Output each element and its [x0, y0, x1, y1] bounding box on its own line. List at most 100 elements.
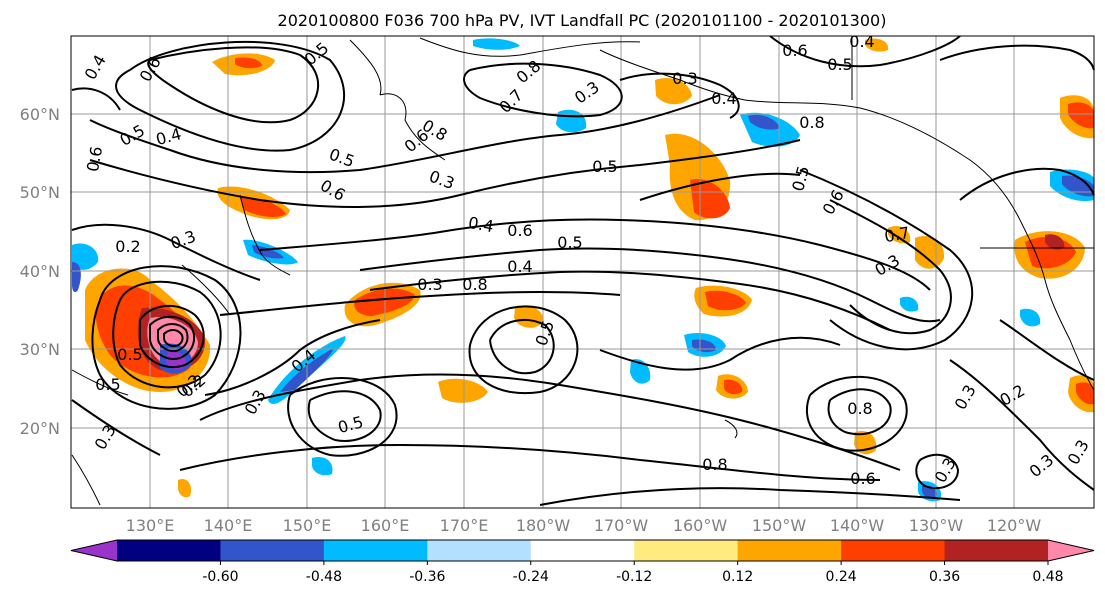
contour-label: 0.6	[850, 469, 875, 488]
anomaly-lightblue	[1020, 308, 1041, 327]
contour-label: 0.4	[467, 213, 495, 236]
contour-line	[149, 315, 196, 360]
contour-line	[829, 199, 952, 335]
contour-line	[259, 218, 931, 291]
colorbar: -0.60 -0.48 -0.36 -0.24 -0.12 0.12 0.24 0.36 0.4…	[70, 539, 1095, 585]
contour-line	[619, 72, 740, 119]
colorbar-extend-low	[71, 540, 117, 561]
graticule	[71, 36, 1094, 508]
contour-line	[468, 305, 579, 395]
contour-line	[115, 40, 346, 152]
colorbar-tick-label: 0.48	[1032, 569, 1063, 585]
anomaly-red	[705, 290, 746, 311]
contour-line	[199, 373, 901, 471]
colorbar-tick-label: 0.12	[722, 569, 753, 585]
contour-label: 0.6	[782, 41, 807, 60]
contour-line	[599, 336, 841, 371]
coastline-kamchatka	[379, 93, 446, 161]
anomaly-red	[235, 57, 262, 69]
lon-label: 170°E	[440, 516, 489, 535]
contour-label: 0.4	[507, 257, 532, 276]
anomaly-orange	[178, 478, 192, 498]
contour-label: 0.3	[672, 69, 697, 88]
anomaly-lightblue	[473, 38, 520, 50]
colorbar-segment	[530, 540, 635, 561]
contour-line	[999, 319, 1095, 381]
pv-contours	[71, 35, 1095, 506]
contour-line	[147, 46, 319, 124]
anomaly-lightblue	[72, 243, 99, 270]
contour-line	[179, 443, 881, 481]
lat-label: 50°N	[20, 183, 60, 202]
contour-line	[89, 94, 721, 174]
lon-label: 140°W	[830, 516, 885, 535]
contour-label: 0.8	[462, 275, 487, 294]
map-title: 2020100800 F036 700 hPa PV, IVT Landfall…	[278, 11, 887, 30]
lon-label: 140°E	[204, 516, 253, 535]
contour-label: 0.2	[115, 237, 140, 256]
lon-label: 170°W	[594, 516, 649, 535]
contour-line	[287, 377, 398, 457]
contour-label: 0.4	[711, 89, 736, 108]
coastline-china	[71, 369, 129, 396]
colorbar-outline	[70, 539, 1095, 562]
contour-label: 0.8	[847, 399, 872, 418]
coastline-hawaii	[724, 419, 738, 439]
anomaly-darkred	[1045, 234, 1065, 250]
lon-axis: 130°E 140°E 150°E 160°E 170°E 180°W 170°…	[126, 516, 1042, 535]
contour-line	[307, 390, 382, 442]
contour-line	[91, 265, 242, 410]
contour-line	[369, 270, 891, 331]
coastlines	[71, 36, 1095, 506]
lon-label: 130°E	[126, 516, 175, 535]
contour-line	[539, 487, 961, 506]
contour-line	[799, 169, 974, 351]
contour-line	[71, 223, 261, 281]
anomaly-orange	[438, 378, 488, 403]
anomaly-red	[240, 197, 286, 217]
colorbar-segment	[634, 540, 739, 561]
contour-label: 0.4	[849, 32, 874, 51]
anomaly-red	[1076, 382, 1094, 405]
contour-line	[71, 87, 121, 111]
colorbar-tick-label: -0.24	[513, 569, 549, 585]
coastline-alaska	[599, 49, 1021, 221]
colorbar-extend-high	[1048, 540, 1094, 561]
contour-line	[949, 359, 1095, 491]
contour-line	[163, 329, 184, 348]
contour-label: 0.3	[417, 275, 442, 294]
contour-label: 0.8	[799, 113, 824, 132]
contour-line	[112, 280, 222, 389]
anomaly-orange	[865, 38, 889, 52]
anomaly-purple	[166, 351, 187, 370]
contour-label: 0.5	[592, 157, 617, 176]
coastline-siberia	[349, 39, 382, 96]
coastline-west-coast	[1019, 219, 1095, 391]
lon-label: 150°W	[752, 516, 807, 535]
contour-line	[71, 399, 161, 456]
contour-line	[915, 453, 960, 490]
contour-line	[89, 139, 801, 208]
contour-line	[489, 319, 555, 375]
colorbar-segment	[427, 540, 532, 561]
anomaly-orange	[888, 225, 911, 244]
lon-label: 180°W	[516, 516, 571, 535]
colorbar-segment	[220, 540, 325, 561]
lat-label: 40°N	[20, 262, 60, 281]
colorbar-tick-label: 0.24	[826, 569, 857, 585]
contour-line	[639, 172, 801, 201]
contour-label: 0.5	[95, 375, 120, 394]
contour-label: 0.5	[827, 55, 852, 74]
contour-line	[939, 44, 1095, 71]
anomaly-orange	[915, 236, 945, 269]
anomaly-blue	[72, 262, 81, 293]
colorbar-segment	[944, 540, 1049, 561]
contour-line	[219, 291, 621, 316]
anomaly-red	[1068, 102, 1094, 129]
contour-label: 0.5	[557, 233, 582, 252]
lon-label: 160°E	[361, 516, 410, 535]
colorbar-tick-label: -0.60	[202, 569, 238, 585]
colorbar-segment	[323, 540, 428, 561]
colorbar-tick-label: -0.12	[616, 569, 652, 585]
